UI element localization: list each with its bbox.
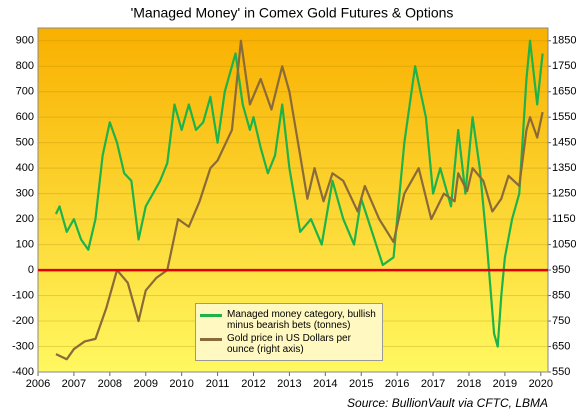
- legend-label: Managed money category, bullish minus be…: [227, 309, 376, 331]
- legend-entry: Gold price in US Dollars per ounce (righ…: [200, 333, 378, 355]
- y-tick-label: -200: [12, 315, 34, 327]
- legend-label: Gold price in US Dollars per ounce (righ…: [227, 333, 351, 355]
- x-tick-label: 2018: [457, 378, 481, 390]
- legend-swatch: [200, 338, 222, 341]
- x-tick-label: 2006: [26, 378, 50, 390]
- y2-tick-label: 950: [552, 264, 570, 276]
- plot-border: [37, 27, 549, 373]
- y-tick-label: 800: [16, 60, 34, 72]
- y2-tick-label: 1350: [552, 162, 576, 174]
- legend: Managed money category, bullish minus be…: [195, 303, 383, 361]
- x-tick-label: 2012: [241, 378, 265, 390]
- x-tick-label: 2007: [62, 378, 86, 390]
- y2-tick-label: 1450: [552, 137, 576, 149]
- y-tick-label: 0: [28, 264, 34, 276]
- y-tick-label: 600: [16, 111, 34, 123]
- y-tick-label: 300: [16, 188, 34, 200]
- y-tick-label: 100: [16, 238, 34, 250]
- legend-swatch: [200, 314, 222, 317]
- y-tick-label: 500: [16, 137, 34, 149]
- y2-tick-label: 1250: [552, 188, 576, 200]
- x-tick-label: 2010: [169, 378, 193, 390]
- y-tick-label: -100: [12, 289, 34, 301]
- y-tick-label: 400: [16, 162, 34, 174]
- x-tick-label: 2013: [277, 378, 301, 390]
- y-tick-label: 200: [16, 213, 34, 225]
- y2-tick-label: 750: [552, 315, 570, 327]
- x-tick-label: 2019: [493, 378, 517, 390]
- y2-tick-label: 850: [552, 289, 570, 301]
- source: Source: BullionVault via CFTC, LBMA: [347, 396, 548, 410]
- y-tick-label: -400: [12, 366, 34, 378]
- series-line: [55, 39, 544, 361]
- y-tick-label: 700: [16, 86, 34, 98]
- y2-tick-label: 1050: [552, 238, 576, 250]
- y2-tick-label: 550: [552, 366, 570, 378]
- y2-tick-label: 650: [552, 340, 570, 352]
- y2-tick-label: 1650: [552, 86, 576, 98]
- x-tick-label: 2011: [206, 378, 230, 390]
- x-tick-label: 2017: [421, 378, 445, 390]
- y2-tick-label: 1550: [552, 111, 576, 123]
- x-tick-label: 2008: [98, 378, 122, 390]
- x-tick-label: 2020: [529, 378, 553, 390]
- chart-title: 'Managed Money' in Comex Gold Futures & …: [131, 5, 454, 21]
- x-tick-label: 2014: [313, 378, 337, 390]
- legend-entry: Managed money category, bullish minus be…: [200, 309, 378, 331]
- x-tick-label: 2015: [349, 378, 373, 390]
- x-tick-label: 2009: [134, 378, 158, 390]
- x-tick-label: 2016: [385, 378, 409, 390]
- y2-tick-label: 1850: [552, 35, 576, 47]
- y2-tick-label: 1150: [552, 213, 576, 225]
- series-line: [54, 39, 544, 348]
- y-tick-label: 900: [16, 35, 34, 47]
- y2-tick-label: 1750: [552, 60, 576, 72]
- y-tick-label: -300: [12, 340, 34, 352]
